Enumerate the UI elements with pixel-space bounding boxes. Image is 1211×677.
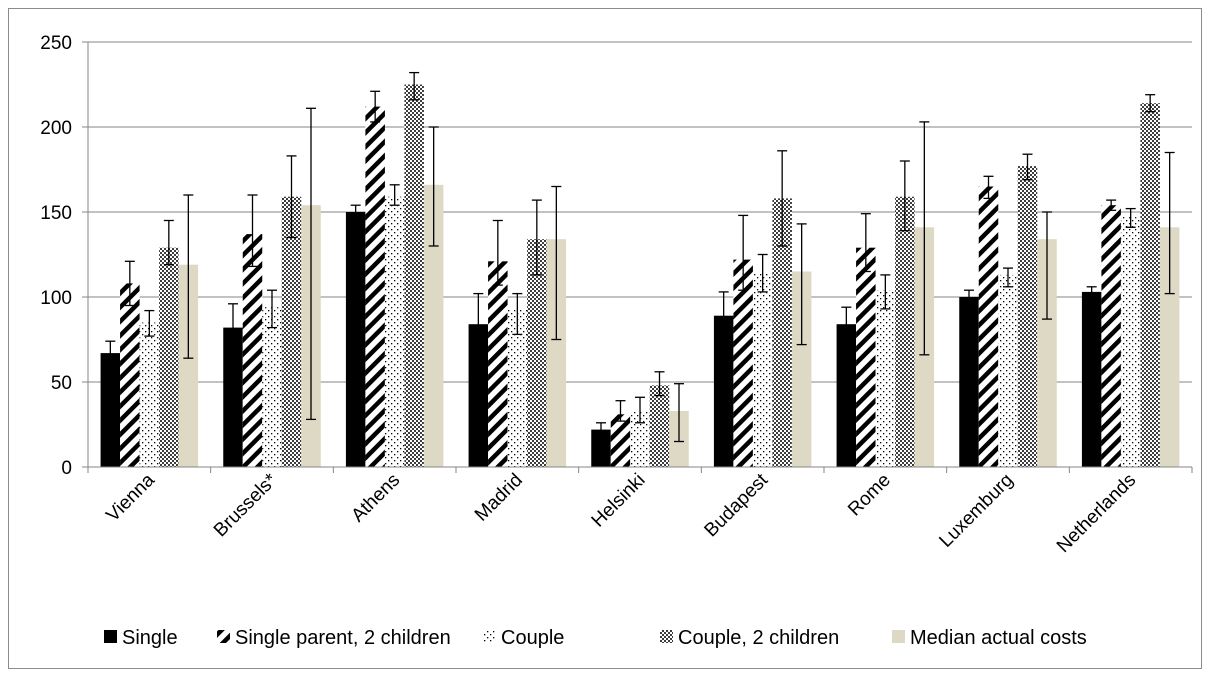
bar-netherlands-4 — [1159, 227, 1180, 467]
bar-madrid-3 — [527, 239, 547, 467]
bar-helsinki-3 — [649, 385, 670, 467]
bar-budapest-3 — [772, 198, 792, 467]
x-tick-label-brussels: Brussels* — [210, 469, 282, 541]
legend-swatch-2 — [483, 630, 496, 643]
x-tick-label-netherlands: Netherlands — [1053, 470, 1140, 557]
bar-vienna-2 — [139, 322, 160, 467]
bar-vienna-1 — [120, 283, 140, 467]
bar-madrid-2 — [507, 308, 528, 467]
bar-brussels-0 — [223, 327, 243, 467]
bar-luxemburg-0 — [959, 297, 979, 467]
bar-budapest-0 — [713, 315, 734, 467]
x-tick-label-vienna: Vienna — [102, 469, 159, 526]
x-tick-label-rome: Rome — [844, 470, 895, 521]
bar-brussels-2 — [262, 307, 282, 467]
legend-label-2: Couple — [501, 627, 564, 649]
y-tick-label: 250 — [40, 33, 72, 54]
y-tick-label: 0 — [61, 458, 72, 479]
x-tick-label-luxemburg: Luxemburg — [935, 470, 1017, 552]
bar-madrid-0 — [468, 324, 489, 467]
legend-swatch-0 — [104, 630, 117, 643]
x-tick-label-helsinki: Helsinki — [588, 470, 650, 532]
bar-helsinki-1 — [610, 414, 631, 467]
legend-swatch-3 — [660, 630, 673, 643]
bar-athens-4 — [423, 184, 444, 468]
bar-netherlands-2 — [1120, 217, 1141, 467]
bar-rome-3 — [895, 196, 915, 467]
legend-label-3: Couple, 2 children — [678, 627, 839, 649]
y-tick-label: 50 — [51, 373, 72, 394]
bar-vienna-4 — [178, 264, 199, 467]
bar-athens-3 — [404, 84, 424, 467]
bar-brussels-1 — [242, 234, 263, 467]
legend: Single Single parent, 2 children Couple Cou… — [104, 627, 1087, 649]
bar-budapest-1 — [733, 259, 753, 467]
bar-luxemburg-2 — [998, 274, 1018, 467]
bar-athens-2 — [384, 196, 405, 467]
error-bars — [105, 71, 1175, 443]
legend-label-4: Median actual costs — [910, 627, 1087, 649]
bar-luxemburg-4 — [1037, 239, 1057, 467]
bar-luxemburg-1 — [978, 186, 999, 467]
bar-athens-1 — [365, 106, 385, 467]
legend-label-1: Single parent, 2 children — [235, 627, 451, 649]
legend-swatch-1 — [217, 630, 230, 643]
bar-netherlands-0 — [1081, 291, 1102, 467]
bar-rome-2 — [875, 290, 896, 467]
bar-netherlands-1 — [1101, 205, 1121, 467]
bar-rome-1 — [856, 247, 876, 467]
bar-budapest-2 — [752, 273, 773, 467]
x-tick-label-athens: Athens — [348, 470, 405, 527]
bar-vienna-0 — [100, 353, 121, 467]
bar-madrid-4 — [546, 239, 567, 467]
y-tick-label: 150 — [40, 203, 72, 224]
x-tick-label-budapest: Budapest — [701, 469, 773, 541]
bar-athens-0 — [345, 212, 366, 467]
bar-budapest-4 — [791, 271, 812, 467]
bar-rome-0 — [836, 324, 857, 467]
bar-vienna-3 — [159, 247, 179, 467]
legend-label-0: Single — [122, 627, 178, 649]
bar-helsinki-0 — [591, 429, 611, 467]
x-tick-label-madrid: Madrid — [471, 470, 527, 526]
bar-luxemburg-3 — [1017, 166, 1038, 467]
legend-swatch-4 — [892, 630, 905, 643]
y-tick-label: 200 — [40, 118, 72, 139]
y-tick-label: 100 — [40, 288, 72, 309]
bar-helsinki-2 — [630, 410, 650, 467]
bar-madrid-1 — [488, 261, 508, 467]
bar-brussels-3 — [281, 196, 302, 467]
bar-netherlands-3 — [1140, 103, 1160, 467]
